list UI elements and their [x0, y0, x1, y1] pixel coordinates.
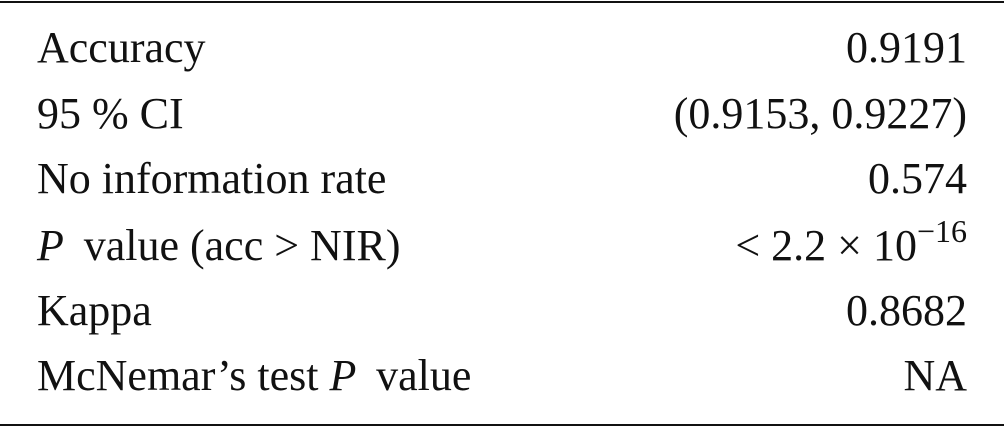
table-row: 95 % CI (0.9153, 0.9227) — [37, 81, 967, 146]
exponent: −16 — [916, 213, 967, 249]
table-row: No information rate 0.574 — [37, 146, 967, 211]
table-row: P value (acc > NIR) < 2.2 × 10−16 — [37, 213, 967, 278]
row-label: Kappa — [37, 286, 152, 335]
row-label: No information rate — [37, 154, 387, 203]
top-rule — [0, 1, 1004, 3]
row-value: (0.9153, 0.9227) — [673, 89, 967, 138]
row-label: McNemar’s test P value — [37, 343, 471, 408]
row-label: 95 % CI — [37, 89, 184, 138]
italic-symbol: P — [37, 221, 64, 270]
label-text: value (acc > NIR) — [83, 221, 401, 270]
bottom-rule — [0, 424, 1004, 426]
table-row: Accuracy 0.9191 — [37, 15, 967, 80]
row-value: NA — [903, 351, 967, 400]
table-row: McNemar’s test P value NA — [37, 343, 967, 408]
label-text: value — [376, 351, 472, 400]
row-value: 0.9191 — [846, 23, 967, 72]
row-label: Accuracy — [37, 23, 206, 72]
italic-symbol: P — [329, 351, 357, 400]
row-value: 0.574 — [868, 154, 967, 203]
value-text: < 2.2 × 10 — [735, 221, 917, 270]
row-value: 0.8682 — [846, 286, 967, 335]
row-label: P value (acc > NIR) — [37, 213, 400, 278]
row-value: < 2.2 × 10−16 — [735, 213, 967, 282]
label-text: McNemar’s test — [37, 351, 319, 400]
table-row: Kappa 0.8682 — [37, 278, 967, 343]
